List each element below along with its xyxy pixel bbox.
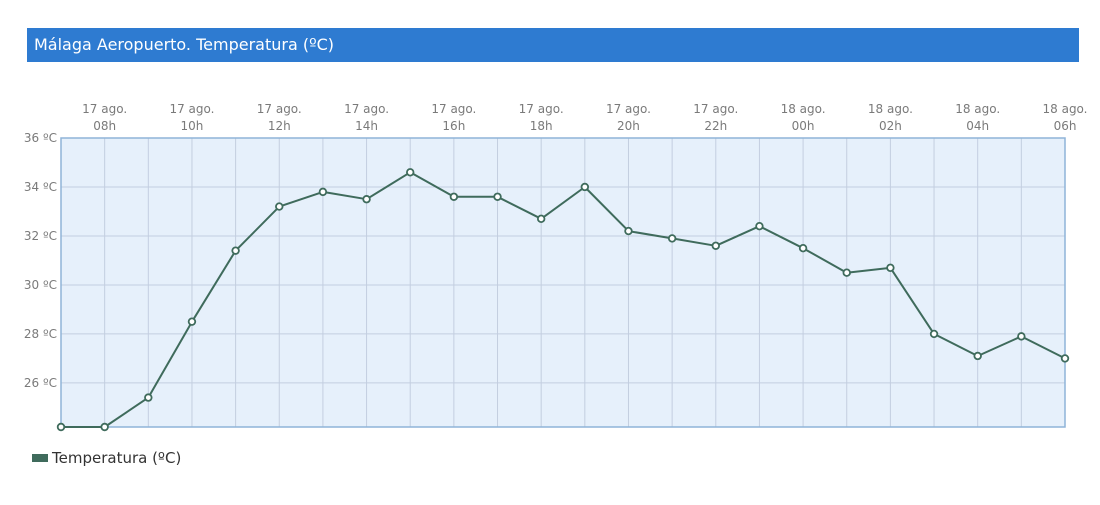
x-tick-hour: 02h <box>879 119 902 133</box>
legend[interactable]: Temperatura (ºC) <box>32 448 181 468</box>
data-point[interactable] <box>275 202 284 211</box>
data-point[interactable] <box>406 168 415 177</box>
data-point[interactable] <box>536 214 546 224</box>
x-tick-date: 18 ago. <box>781 102 826 116</box>
x-tick-hour: 22h <box>704 119 727 133</box>
legend-swatch <box>32 454 48 462</box>
data-point[interactable] <box>1017 332 1026 341</box>
x-axis-labels: 17 ago. 08h 17 ago. 10h 17 ago. 12h 17 ago. 14h… <box>82 102 1087 133</box>
x-tick-date: 17 ago. <box>519 102 564 116</box>
grid <box>61 137 1065 427</box>
data-point[interactable] <box>318 187 328 197</box>
plot-border <box>60 137 1066 428</box>
x-tick-date: 18 ago. <box>868 102 913 116</box>
x-tick-hour: 12h <box>268 119 291 133</box>
data-point[interactable] <box>798 244 808 253</box>
data-point[interactable] <box>187 317 197 326</box>
x-tick-date: 17 ago. <box>431 102 476 116</box>
data-point[interactable] <box>929 329 939 339</box>
y-axis-labels: 26 ºC 28 ºC 30 ºC 32 ºC 34 ºC 36 ºC <box>24 131 57 390</box>
data-point[interactable] <box>711 241 720 250</box>
legend-label: Temperatura (ºC) <box>52 449 182 467</box>
x-tick-hour: 16h <box>442 119 465 133</box>
data-point[interactable] <box>886 263 895 273</box>
data-point[interactable] <box>231 246 240 255</box>
y-tick-label: 30 ºC <box>24 278 57 292</box>
y-tick-label: 28 ºC <box>24 327 57 341</box>
data-point[interactable] <box>624 226 633 236</box>
data-point[interactable] <box>493 192 502 201</box>
data-point[interactable] <box>449 192 459 201</box>
x-tick-date: 17 ago. <box>82 102 127 116</box>
series-temperatura <box>56 168 1070 432</box>
y-tick-label: 26 ºC <box>24 376 57 390</box>
data-point[interactable] <box>842 268 851 277</box>
x-tick-date: 17 ago. <box>169 102 214 116</box>
x-tick-date: 18 ago. <box>1043 102 1088 116</box>
data-point[interactable] <box>755 221 764 231</box>
x-tick-hour: 06h <box>1054 119 1077 133</box>
x-tick-hour: 04h <box>966 119 989 133</box>
x-tick-hour: 00h <box>792 119 815 133</box>
data-point[interactable] <box>362 195 371 204</box>
data-point[interactable] <box>56 422 66 432</box>
data-point[interactable] <box>144 393 153 402</box>
x-tick-date: 17 ago. <box>693 102 738 116</box>
x-tick-date: 17 ago. <box>257 102 302 116</box>
data-point[interactable] <box>667 234 677 243</box>
x-tick-date: 17 ago. <box>606 102 651 116</box>
data-point[interactable] <box>580 182 590 192</box>
x-tick-hour: 20h <box>617 119 640 133</box>
x-tick-hour: 18h <box>530 119 553 133</box>
data-point[interactable] <box>1060 354 1070 363</box>
x-tick-hour: 10h <box>181 119 204 133</box>
x-tick-hour: 08h <box>93 119 116 133</box>
x-tick-hour: 14h <box>355 119 378 133</box>
series-line <box>61 171 1066 428</box>
chart-title: Málaga Aeropuerto. Temperatura (ºC) <box>27 28 1079 62</box>
y-tick-label: 34 ºC <box>24 180 57 194</box>
x-tick-date: 18 ago. <box>955 102 1000 116</box>
data-point[interactable] <box>100 422 109 432</box>
plot-area <box>61 138 1065 427</box>
x-tick-date: 17 ago. <box>344 102 389 116</box>
y-tick-label: 32 ºC <box>24 229 57 243</box>
y-tick-label: 36 ºC <box>24 131 57 145</box>
data-point[interactable] <box>973 351 982 361</box>
